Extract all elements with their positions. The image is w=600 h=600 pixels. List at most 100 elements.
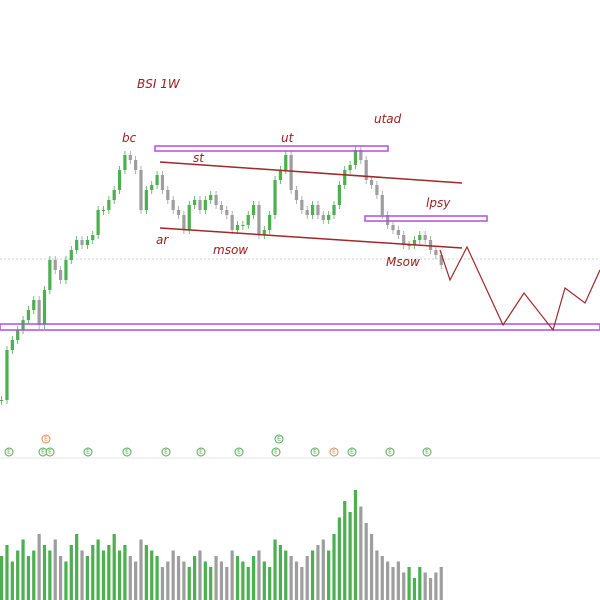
candle: [10, 340, 14, 350]
event-marker: [329, 447, 339, 457]
candle: [434, 250, 438, 255]
candle: [257, 205, 261, 235]
volume-bar: [101, 550, 106, 600]
volume-bar: [80, 550, 84, 600]
volume-bar: [348, 512, 352, 600]
volume-bar: [209, 567, 213, 600]
event-marker: [45, 447, 55, 457]
volume-bar: [380, 556, 384, 600]
volume-bar: [262, 561, 266, 600]
volume-bar: [396, 561, 400, 600]
volume-bar: [423, 572, 427, 600]
candle: [289, 155, 293, 190]
volume-bar: [155, 556, 159, 600]
volume-bar: [230, 550, 234, 600]
volume-bar: [289, 556, 293, 600]
volume-bar: [53, 539, 57, 600]
candle: [391, 225, 395, 230]
volume-bar: [251, 556, 256, 600]
candle: [16, 330, 20, 340]
volume-bar: [375, 550, 379, 600]
candle: [343, 170, 347, 185]
volume-bar: [0, 556, 4, 600]
volume-bar: [107, 545, 111, 600]
candle: [348, 165, 352, 170]
volume-bar: [278, 545, 283, 600]
candle: [187, 205, 191, 230]
candle: [69, 250, 73, 260]
event-marker: [347, 447, 357, 457]
volume-bar: [91, 545, 95, 600]
volume-bar: [343, 501, 347, 600]
chart-title: BSI 1W: [137, 77, 181, 91]
drawings: [0, 145, 600, 332]
volume-bar: [48, 550, 52, 600]
volume-bar: [42, 545, 47, 600]
candle: [26, 310, 31, 320]
volume-bar: [300, 567, 304, 600]
candle: [369, 180, 374, 185]
candle: [107, 200, 111, 210]
volume-bar: [37, 534, 41, 600]
candle: [155, 175, 159, 185]
candle: [225, 210, 229, 215]
candle: [402, 235, 406, 245]
candle: [160, 175, 165, 190]
volume-bar: [128, 556, 132, 600]
candle: [262, 230, 266, 235]
candle: [364, 160, 368, 180]
event-marker: [196, 447, 206, 457]
candle: [37, 300, 41, 325]
event-marker: [4, 447, 14, 457]
volume-bar: [310, 550, 315, 600]
candle: [412, 240, 417, 245]
volume-bar: [364, 523, 368, 600]
volume-bar: [316, 545, 320, 600]
candle: [193, 200, 197, 205]
candle: [235, 225, 240, 230]
lpsy-zone: [364, 215, 488, 222]
volume-bar: [386, 561, 390, 600]
candle: [32, 300, 36, 310]
candle: [64, 260, 68, 280]
candle: [353, 150, 358, 165]
volume-bar: [241, 561, 245, 600]
candle: [359, 150, 363, 160]
volume-bar: [225, 567, 229, 600]
volume-bar: [214, 556, 218, 600]
candle: [337, 185, 341, 205]
volume-bar: [219, 561, 224, 600]
candle: [53, 260, 57, 270]
candle: [428, 240, 433, 250]
event-marker: [422, 447, 432, 457]
event-label: E: [41, 449, 45, 456]
volume-bar: [144, 545, 148, 600]
volume-bar: [439, 567, 443, 600]
events: E E E E E E E E E E E E E EEE: [4, 434, 432, 457]
annotation: ar: [156, 233, 169, 247]
volume-bar: [407, 567, 411, 600]
volume-bar: [75, 534, 79, 600]
volume-bar: [193, 556, 197, 600]
volume-bar: [294, 561, 299, 600]
candle: [251, 205, 256, 215]
volume-bar: [5, 545, 9, 600]
volume-bar: [332, 534, 336, 600]
event-marker: [83, 447, 93, 457]
volume-bar: [64, 561, 68, 600]
volume-bar: [321, 539, 325, 600]
candle: [85, 240, 89, 245]
volume-bar: [359, 506, 363, 600]
candle: [294, 190, 299, 200]
candle: [144, 190, 148, 210]
event-label: E: [125, 449, 129, 456]
candle: [21, 320, 25, 330]
candle: [80, 240, 84, 245]
event-label: E: [48, 449, 52, 456]
volume-bar: [26, 556, 31, 600]
volume-bar: [123, 545, 127, 600]
candle: [407, 245, 411, 246]
event-label: E: [7, 449, 11, 456]
